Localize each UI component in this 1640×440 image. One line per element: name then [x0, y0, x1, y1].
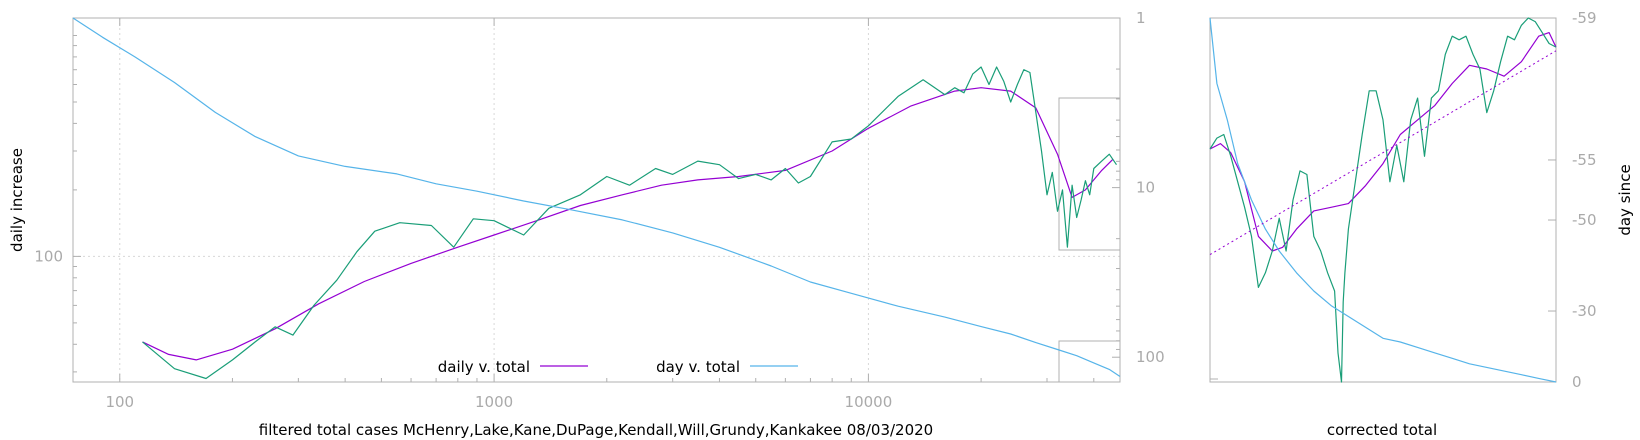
main-y-axis-label: daily increase — [8, 148, 26, 252]
corrected-y2-tick-label: -55 — [1572, 151, 1597, 169]
zoom-region-box-upper — [1058, 97, 1121, 251]
main-y2-tick-label: 100 — [1136, 348, 1165, 366]
main-chart-panel: 100 1000 10000 100 1 10 100 filtered total cas… — [8, 9, 1165, 439]
corrected-chart-ticks: -59 -55 -50 -30 0 — [1210, 9, 1597, 391]
main-x-tick-label: 10000 — [845, 393, 893, 411]
main-series-line-0 — [142, 87, 1114, 361]
main-y-tick-label: 100 — [34, 247, 63, 265]
corrected-y2-axis-label: day since — [1616, 164, 1634, 235]
corrected-y2-tick-label: 0 — [1572, 373, 1582, 391]
corrected-chart-frame — [1209, 17, 1557, 383]
main-x-tick-label: 1000 — [475, 393, 513, 411]
corrected-x-axis-label: corrected total — [1327, 421, 1437, 439]
zoom-region-box-lower — [1058, 340, 1121, 383]
corrected-y2-tick-label: -59 — [1572, 9, 1597, 27]
legend-label-daily: daily v. total — [438, 358, 530, 376]
main-y2-tick-label: 1 — [1136, 9, 1146, 27]
legend-label-day: day v. total — [656, 358, 740, 376]
corrected-chart-series — [1209, 17, 1557, 383]
main-chart-grid — [73, 18, 1120, 382]
main-chart-frame — [72, 17, 1121, 383]
main-chart-ticks: 100 1000 10000 100 1 10 100 — [34, 9, 1164, 411]
corrected-series-line-2 — [1209, 17, 1557, 383]
main-y2-tick-label: 10 — [1136, 179, 1155, 197]
main-series-line-2 — [72, 17, 1121, 377]
main-x-axis-label: filtered total cases McHenry,Lake,Kane,D… — [259, 421, 933, 439]
main-chart-series — [72, 17, 1121, 380]
corrected-series-line-0 — [1209, 31, 1557, 252]
corrected-y2-tick-label: -50 — [1572, 211, 1597, 229]
legend: daily v. total day v. total — [438, 358, 798, 376]
main-x-tick-label: 100 — [105, 393, 134, 411]
corrected-series-line-3 — [1209, 50, 1557, 256]
corrected-series-line-1 — [1209, 17, 1557, 383]
corrected-chart-panel: -59 -55 -50 -30 0 corrected total day since — [1209, 9, 1634, 439]
main-series-line-1 — [142, 66, 1117, 380]
corrected-y2-tick-label: -30 — [1572, 302, 1597, 320]
